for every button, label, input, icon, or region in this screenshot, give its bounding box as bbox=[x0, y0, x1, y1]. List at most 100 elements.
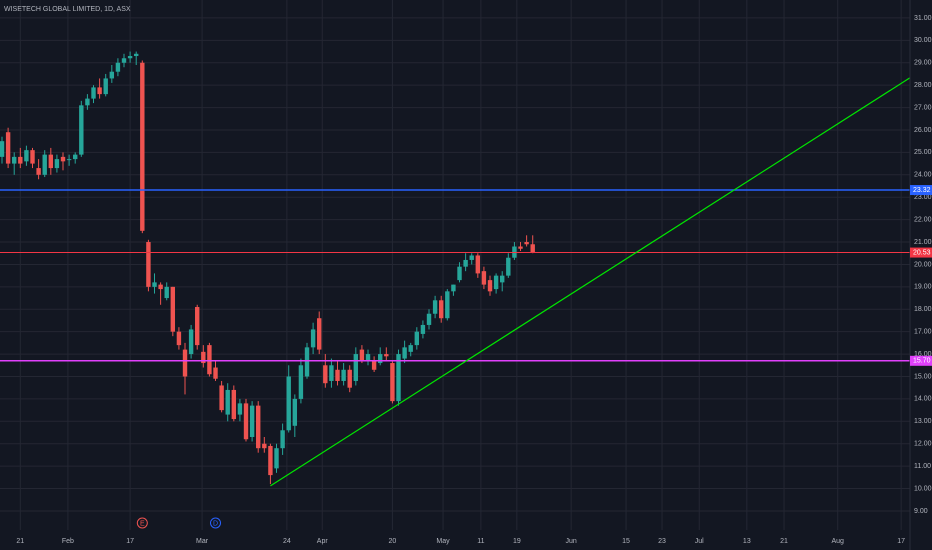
candle-body bbox=[414, 331, 420, 346]
y-tick-label: 18.00 bbox=[914, 306, 932, 313]
x-tick-label: Jul bbox=[695, 538, 704, 545]
candle-body bbox=[304, 347, 310, 377]
candle-body bbox=[146, 242, 151, 287]
candle-body bbox=[323, 365, 328, 384]
price-label: 15.70 bbox=[913, 358, 931, 365]
candle-body bbox=[469, 255, 474, 260]
y-tick-label: 21.00 bbox=[914, 239, 932, 246]
candle-body bbox=[347, 369, 352, 388]
candle-body bbox=[237, 403, 243, 415]
x-tick-label: 21 bbox=[780, 538, 788, 545]
candle-body bbox=[225, 389, 230, 415]
candle-body bbox=[359, 349, 365, 361]
y-tick-label: 14.00 bbox=[914, 396, 932, 403]
candle-body bbox=[463, 259, 468, 267]
candle-body bbox=[335, 369, 340, 381]
y-tick-label: 20.00 bbox=[914, 261, 932, 268]
candle-body bbox=[140, 62, 145, 231]
candle-body bbox=[249, 405, 255, 437]
candle-body bbox=[384, 354, 389, 357]
x-tick-label: 24 bbox=[283, 538, 291, 545]
candle-body bbox=[5, 132, 11, 164]
candle-body bbox=[310, 329, 316, 348]
y-tick-label: 11.00 bbox=[914, 463, 931, 470]
candle-body bbox=[97, 87, 102, 95]
candle-body bbox=[60, 156, 66, 162]
x-tick-label: 15 bbox=[622, 538, 630, 545]
price-axis-panel bbox=[910, 0, 932, 550]
candle-body bbox=[457, 266, 462, 281]
candle-body bbox=[170, 286, 176, 332]
candle-body bbox=[18, 156, 23, 164]
grid bbox=[0, 0, 910, 530]
y-tick-label: 12.00 bbox=[914, 441, 932, 448]
x-tick-label: 23 bbox=[658, 538, 666, 545]
x-tick-label: May bbox=[436, 538, 450, 545]
candle-body bbox=[109, 71, 115, 79]
price-label-box bbox=[910, 185, 932, 196]
candle-body bbox=[201, 351, 206, 364]
y-tick-label: 29.00 bbox=[914, 60, 932, 67]
candle-body bbox=[219, 385, 224, 411]
candle-body bbox=[353, 354, 359, 381]
candle-body bbox=[298, 365, 304, 399]
x-tick-label: 21 bbox=[16, 538, 24, 545]
y-tick-label: 15.00 bbox=[914, 373, 932, 380]
candle-body bbox=[408, 345, 413, 352]
candle-body bbox=[79, 105, 84, 155]
event-label: E bbox=[140, 520, 145, 527]
x-tick-label: 19 bbox=[513, 538, 521, 545]
y-tick-label: 26.00 bbox=[914, 127, 932, 134]
y-tick-label: 10.00 bbox=[914, 485, 932, 492]
y-tick-label: 28.00 bbox=[914, 82, 932, 89]
event-marker bbox=[136, 517, 148, 529]
candle-body bbox=[48, 154, 54, 169]
y-tick-label: 9.00 bbox=[914, 508, 928, 515]
candle-body bbox=[286, 376, 291, 431]
candle-body bbox=[262, 443, 267, 449]
candle-body bbox=[481, 271, 487, 285]
candle-body bbox=[121, 58, 127, 63]
candle-body bbox=[182, 349, 188, 377]
candle-body bbox=[134, 53, 139, 57]
candle-body bbox=[426, 313, 432, 325]
y-tick-label: 24.00 bbox=[914, 172, 932, 179]
candle-body bbox=[451, 284, 456, 292]
candle-body bbox=[390, 363, 395, 402]
candle-body bbox=[396, 354, 401, 402]
x-tick-label: Jun bbox=[565, 538, 576, 545]
event-marker bbox=[210, 517, 222, 529]
candle-body bbox=[195, 307, 200, 346]
candle-body bbox=[36, 168, 41, 175]
event-label: D bbox=[213, 520, 218, 527]
candle-body bbox=[524, 242, 529, 245]
price-label: 20.53 bbox=[913, 249, 931, 256]
price-label-box bbox=[910, 247, 932, 258]
x-tick-label: 17 bbox=[126, 538, 134, 545]
price-label-box bbox=[910, 355, 932, 366]
x-tick-label: 17 bbox=[897, 538, 905, 545]
candle-body bbox=[402, 347, 407, 359]
candle-body bbox=[30, 150, 35, 164]
candle-body bbox=[317, 318, 322, 350]
candle-body bbox=[420, 324, 426, 334]
candle-body bbox=[176, 331, 182, 346]
candle-body bbox=[24, 150, 29, 162]
y-tick-label: 31.00 bbox=[914, 15, 932, 22]
candle-body bbox=[256, 405, 261, 449]
candle-body bbox=[158, 284, 163, 290]
y-tick-label: 16.00 bbox=[914, 351, 932, 358]
y-tick-label: 27.00 bbox=[914, 104, 932, 111]
candle-body bbox=[73, 154, 78, 160]
x-tick-label: Feb bbox=[62, 538, 74, 545]
candle-body bbox=[371, 360, 377, 370]
candle-body bbox=[518, 246, 523, 249]
candle-body bbox=[85, 98, 90, 106]
candle-body bbox=[42, 154, 47, 175]
candle-body bbox=[54, 159, 60, 169]
candle-body bbox=[152, 282, 157, 287]
time-axis-panel bbox=[0, 530, 910, 550]
